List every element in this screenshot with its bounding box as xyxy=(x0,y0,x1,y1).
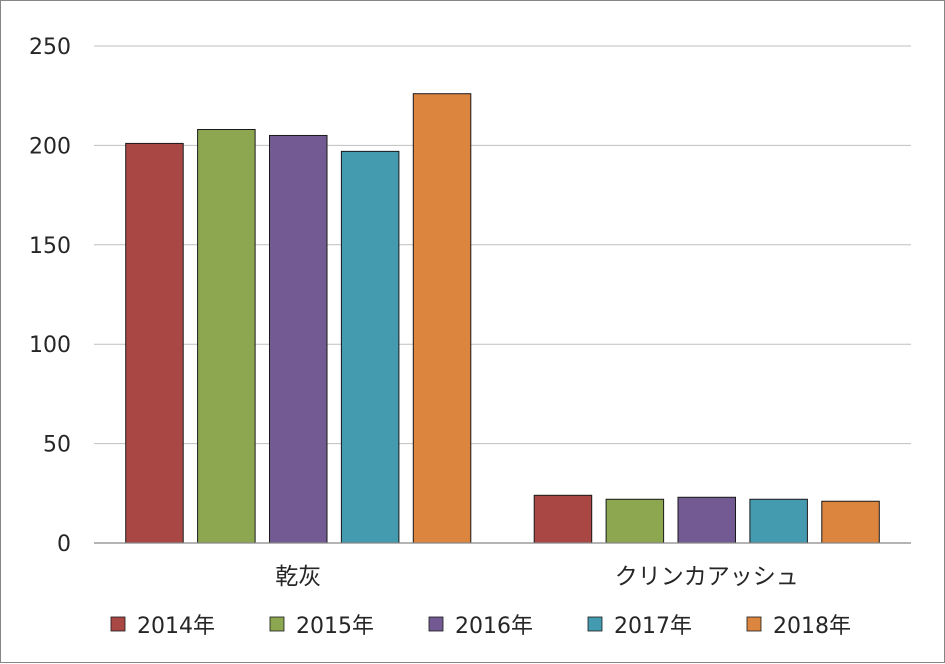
legend-label: 2018年 xyxy=(773,614,851,639)
y-axis-ticks: 0 50 100 150 200 250 xyxy=(29,35,71,557)
bar xyxy=(340,150,400,544)
bar xyxy=(197,128,256,544)
legend-swatch xyxy=(428,616,444,632)
legend-label: 2016年 xyxy=(455,614,533,639)
category-label: 乾灰 xyxy=(275,564,321,590)
bar xyxy=(125,142,184,544)
bars xyxy=(125,93,880,544)
bar xyxy=(533,494,593,544)
legend-label: 2015年 xyxy=(296,614,374,639)
y-tick-label: 200 xyxy=(29,134,71,159)
y-tick-label: 50 xyxy=(43,433,71,458)
legend-swatch xyxy=(746,616,762,632)
bar xyxy=(605,498,665,544)
bar xyxy=(749,498,808,544)
legend: 2014年 2015年 2016年 2017年 2018年 xyxy=(110,614,851,639)
bar xyxy=(677,496,737,544)
y-tick-label: 150 xyxy=(29,234,71,259)
legend-label: 2017年 xyxy=(614,614,692,639)
y-tick-label: 250 xyxy=(29,35,71,60)
x-axis-categories: 乾灰 クリンカアッシュ xyxy=(275,564,799,590)
bar xyxy=(412,93,472,544)
y-tick-label: 100 xyxy=(29,333,71,358)
legend-swatch xyxy=(587,616,603,632)
y-tick-label: 0 xyxy=(57,532,71,557)
category-label: クリンカアッシュ xyxy=(615,564,799,590)
legend-swatch xyxy=(110,616,126,632)
legend-swatch xyxy=(269,616,285,632)
bar xyxy=(268,134,328,544)
legend-label: 2014年 xyxy=(137,614,215,639)
bar xyxy=(821,500,880,544)
